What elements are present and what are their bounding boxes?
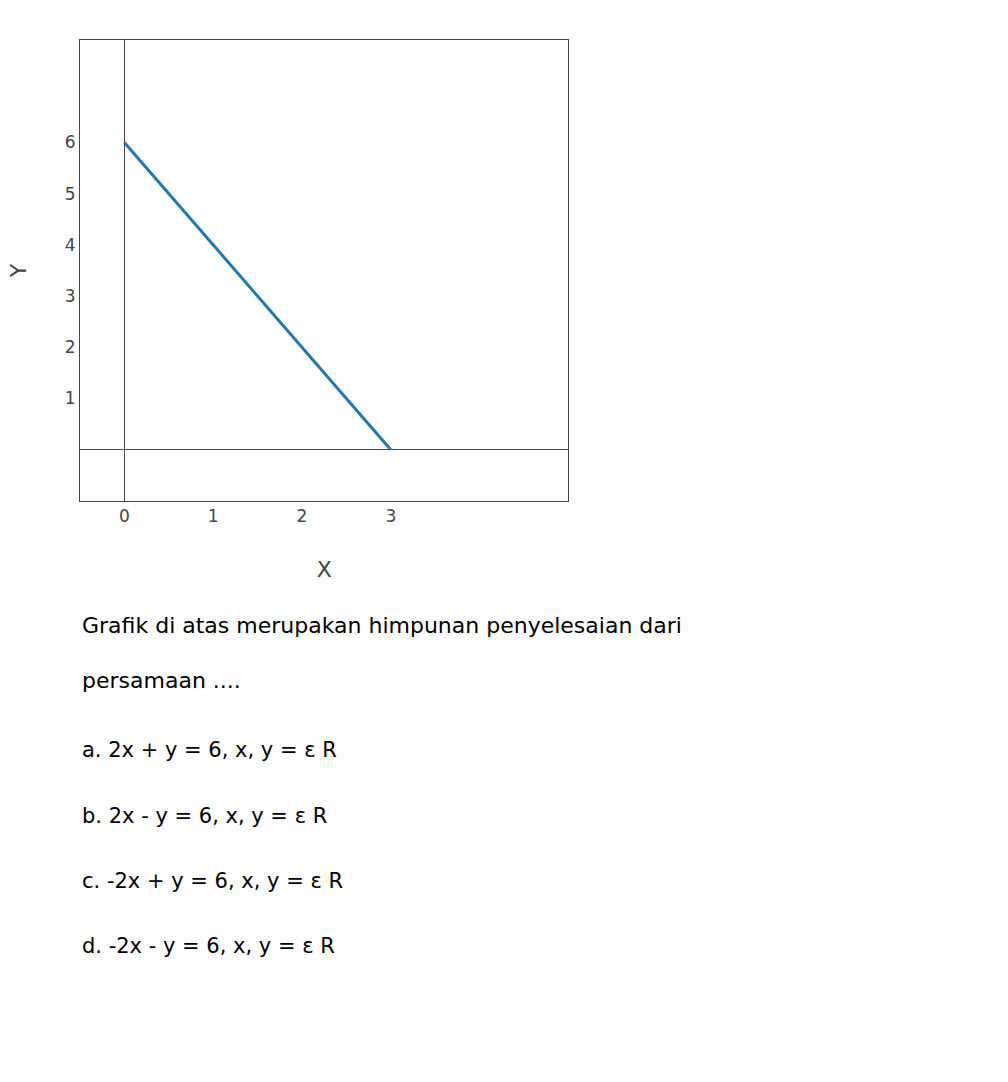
svg-text:d. -2x - y = 6, x, y = ε R: d. -2x - y = 6, x, y = ε R (82, 934, 335, 958)
svg-text:Y: Y (6, 263, 31, 278)
svg-text:1: 1 (208, 506, 219, 526)
svg-text:X: X (317, 557, 332, 582)
svg-text:Grafik di atas merupakan himpu: Grafik di atas merupakan himpunan penyel… (82, 613, 682, 638)
svg-text:2: 2 (65, 337, 76, 357)
svg-text:3: 3 (385, 506, 396, 526)
svg-text:3: 3 (65, 286, 76, 306)
svg-text:4: 4 (65, 235, 76, 255)
svg-text:c. -2x + y = 6, x, y = ε R: c. -2x + y = 6, x, y = ε R (82, 869, 343, 893)
svg-text:b. 2x - y = 6, x, y = ε R: b. 2x - y = 6, x, y = ε R (82, 804, 327, 828)
svg-text:6: 6 (65, 132, 76, 152)
svg-text:5: 5 (65, 184, 76, 204)
svg-text:persamaan ....: persamaan .... (82, 668, 241, 693)
svg-text:0: 0 (119, 506, 130, 526)
svg-text:2: 2 (297, 506, 308, 526)
svg-text:1: 1 (65, 388, 76, 408)
svg-text:a. 2x + y = 6, x, y = ε R: a. 2x + y = 6, x, y = ε R (82, 738, 337, 762)
